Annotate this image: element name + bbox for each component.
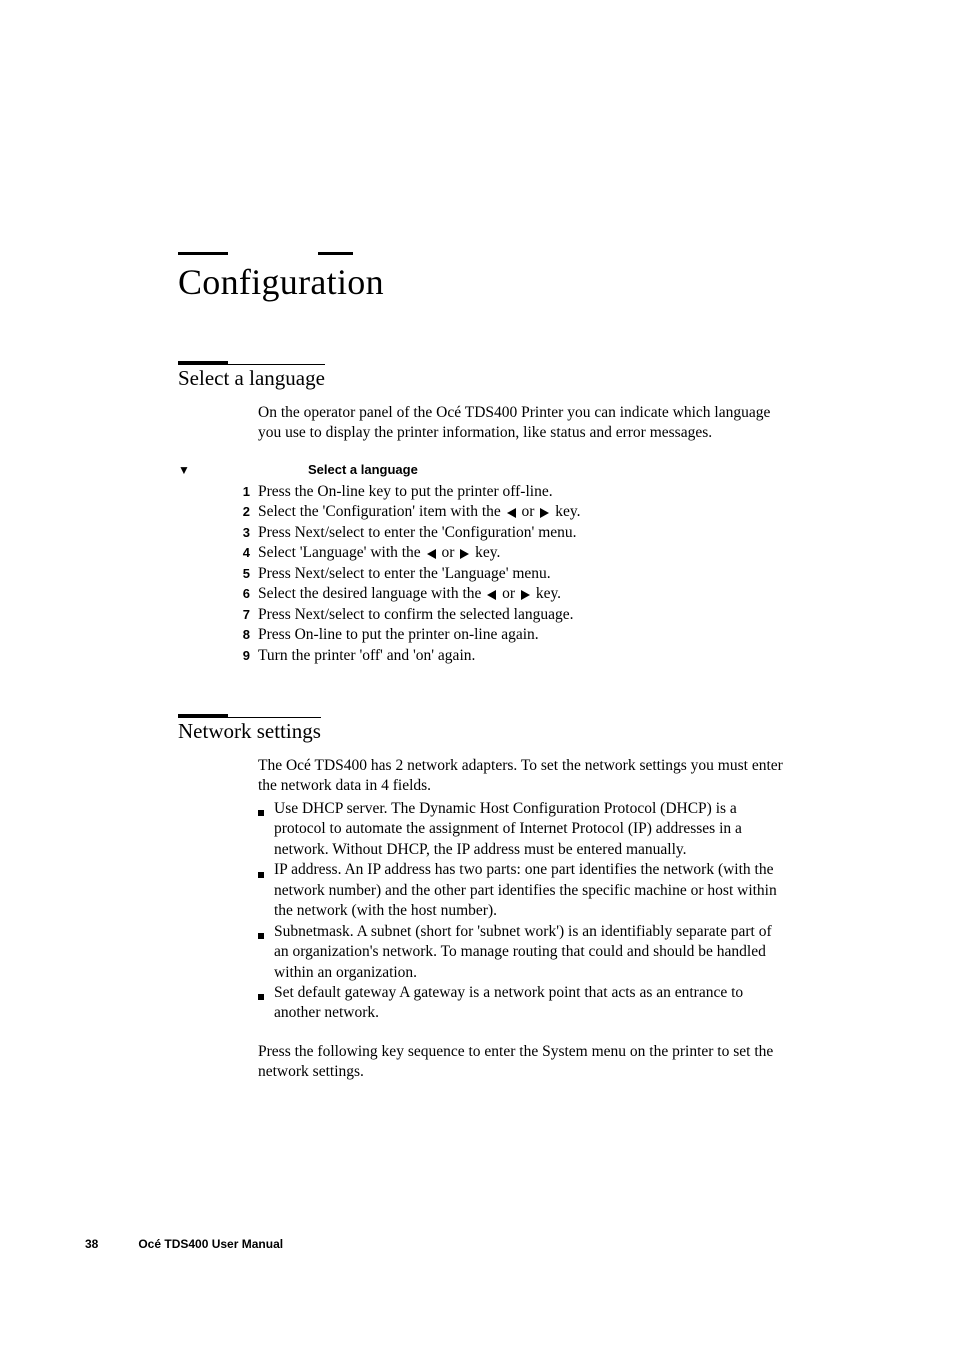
- procedure-title: Select a language: [308, 462, 418, 477]
- step-text: Press Next/select to enter the 'Language…: [258, 564, 788, 584]
- bullet-text: IP address. An IP address has two parts:…: [274, 860, 788, 921]
- step-number: 3: [178, 523, 258, 543]
- arrow-right-icon: [521, 590, 530, 600]
- step-text: Select the 'Configuration' item with the…: [258, 502, 788, 522]
- procedure-step: 3Press Next/select to enter the 'Configu…: [178, 523, 788, 543]
- procedure-step: 8Press On-line to put the printer on-lin…: [178, 625, 788, 645]
- footer-doc-title: Océ TDS400 User Manual: [138, 1237, 283, 1251]
- bullet-square-icon: [258, 983, 274, 1024]
- step-number: 7: [178, 605, 258, 625]
- arrow-right-icon: [460, 549, 469, 559]
- list-item: Subnetmask. A subnet (short for 'subnet …: [258, 922, 788, 983]
- step-text: Press On-line to put the printer on-line…: [258, 625, 788, 645]
- title-rule-left: [178, 252, 228, 255]
- procedure-steps: 1Press the On-line key to put the printe…: [178, 482, 788, 666]
- bullet-square-icon: [258, 799, 274, 860]
- list-item: Use DHCP server. The Dynamic Host Config…: [258, 799, 788, 860]
- bullet-square-icon: [258, 860, 274, 921]
- procedure-step: 6Select the desired language with the or…: [178, 584, 788, 604]
- title-rule-row: [178, 252, 788, 255]
- section-outro: Press the following key sequence to ente…: [258, 1042, 788, 1083]
- step-number: 4: [178, 543, 258, 563]
- step-text: Press Next/select to confirm the selecte…: [258, 605, 788, 625]
- section-intro: The Océ TDS400 has 2 network adapters. T…: [258, 756, 788, 797]
- page-title: Configuration: [178, 261, 788, 303]
- step-number: 2: [178, 502, 258, 522]
- step-number: 6: [178, 584, 258, 604]
- step-number: 8: [178, 625, 258, 645]
- title-rule-right: [318, 252, 353, 255]
- step-number: 9: [178, 646, 258, 666]
- procedure-step: 9Turn the printer 'off' and 'on' again.: [178, 646, 788, 666]
- list-item: Set default gateway A gateway is a netwo…: [258, 983, 788, 1024]
- arrow-left-icon: [487, 590, 496, 600]
- section-title: Select a language: [178, 364, 325, 391]
- procedure-header: ▼ Select a language: [178, 462, 788, 478]
- section-heading: Select a language: [178, 361, 788, 391]
- procedure-step: 4Select 'Language' with the or key.: [178, 543, 788, 563]
- triangle-down-icon: ▼: [178, 463, 258, 478]
- procedure-step: 2Select the 'Configuration' item with th…: [178, 502, 788, 522]
- step-text: Turn the printer 'off' and 'on' again.: [258, 646, 788, 666]
- step-text: Press the On-line key to put the printer…: [258, 482, 788, 502]
- step-text: Select the desired language with the or …: [258, 584, 788, 604]
- page-footer: 38 Océ TDS400 User Manual: [85, 1237, 283, 1251]
- section-select-language: Select a language On the operator panel …: [178, 361, 788, 666]
- arrow-left-icon: [507, 508, 516, 518]
- step-text: Press Next/select to enter the 'Configur…: [258, 523, 788, 543]
- bullet-list: Use DHCP server. The Dynamic Host Config…: [258, 799, 788, 1024]
- section-heading: Network settings: [178, 714, 788, 744]
- bullet-text: Subnetmask. A subnet (short for 'subnet …: [274, 922, 788, 983]
- step-text: Select 'Language' with the or key.: [258, 543, 788, 563]
- bullet-text: Set default gateway A gateway is a netwo…: [274, 983, 788, 1024]
- bullet-square-icon: [258, 922, 274, 983]
- procedure-block: ▼ Select a language 1Press the On-line k…: [178, 462, 788, 666]
- procedure-step: 5Press Next/select to enter the 'Languag…: [178, 564, 788, 584]
- procedure-step: 1Press the On-line key to put the printe…: [178, 482, 788, 502]
- footer-page-number: 38: [85, 1237, 135, 1251]
- arrow-left-icon: [427, 549, 436, 559]
- step-number: 1: [178, 482, 258, 502]
- procedure-step: 7Press Next/select to confirm the select…: [178, 605, 788, 625]
- step-number: 5: [178, 564, 258, 584]
- bullet-text: Use DHCP server. The Dynamic Host Config…: [274, 799, 788, 860]
- page-content: Configuration Select a language On the o…: [178, 252, 788, 1131]
- section-intro: On the operator panel of the Océ TDS400 …: [258, 403, 788, 444]
- list-item: IP address. An IP address has two parts:…: [258, 860, 788, 921]
- section-title: Network settings: [178, 717, 321, 744]
- arrow-right-icon: [540, 508, 549, 518]
- section-network-settings: Network settings The Océ TDS400 has 2 ne…: [178, 714, 788, 1083]
